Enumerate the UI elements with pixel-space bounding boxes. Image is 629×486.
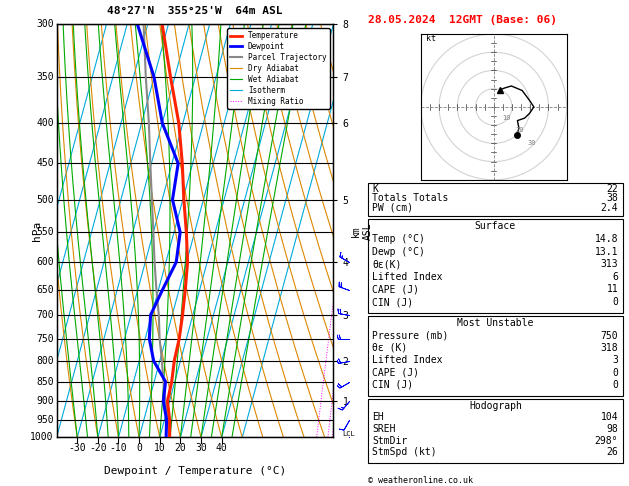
Text: Surface: Surface xyxy=(475,221,516,231)
Text: 48°27'N  355°25'W  64m ASL: 48°27'N 355°25'W 64m ASL xyxy=(107,6,283,16)
Text: 700: 700 xyxy=(36,310,54,320)
Text: SREH: SREH xyxy=(372,424,396,434)
Text: LCL: LCL xyxy=(343,431,355,437)
Text: Totals Totals: Totals Totals xyxy=(372,193,448,203)
Text: 650: 650 xyxy=(36,285,54,295)
Text: 550: 550 xyxy=(36,227,54,237)
Text: 950: 950 xyxy=(36,415,54,425)
Text: Pressure (mb): Pressure (mb) xyxy=(372,330,448,341)
Legend: Temperature, Dewpoint, Parcel Trajectory, Dry Adiabat, Wet Adiabat, Isotherm, Mi: Temperature, Dewpoint, Parcel Trajectory… xyxy=(227,28,330,109)
Text: 0: 0 xyxy=(613,380,618,390)
Text: EH: EH xyxy=(372,412,384,422)
Text: 98: 98 xyxy=(606,424,618,434)
Text: © weatheronline.co.uk: © weatheronline.co.uk xyxy=(368,476,473,486)
Text: θε(K): θε(K) xyxy=(372,259,402,269)
Text: 850: 850 xyxy=(36,377,54,387)
Text: PW (cm): PW (cm) xyxy=(372,203,413,213)
Text: CAPE (J): CAPE (J) xyxy=(372,284,420,295)
Text: 300: 300 xyxy=(36,19,54,29)
Text: θε (K): θε (K) xyxy=(372,343,408,353)
Text: -20: -20 xyxy=(89,443,107,452)
Text: K: K xyxy=(372,184,378,194)
Text: 30: 30 xyxy=(528,140,537,146)
Text: 13.1: 13.1 xyxy=(595,246,618,257)
Text: 0: 0 xyxy=(613,367,618,378)
Text: CIN (J): CIN (J) xyxy=(372,380,413,390)
Text: Lifted Index: Lifted Index xyxy=(372,355,443,365)
Text: -30: -30 xyxy=(69,443,86,452)
Text: 450: 450 xyxy=(36,158,54,169)
Text: CIN (J): CIN (J) xyxy=(372,297,413,307)
Text: 900: 900 xyxy=(36,396,54,406)
Text: 3: 3 xyxy=(613,355,618,365)
Text: CAPE (J): CAPE (J) xyxy=(372,367,420,378)
Text: 38: 38 xyxy=(606,193,618,203)
Text: 800: 800 xyxy=(36,356,54,366)
Text: StmSpd (kt): StmSpd (kt) xyxy=(372,447,437,457)
Text: 14.8: 14.8 xyxy=(595,234,618,244)
Text: 0: 0 xyxy=(613,297,618,307)
Text: Hodograph: Hodograph xyxy=(469,400,522,411)
Text: 0: 0 xyxy=(136,443,142,452)
Text: Temp (°C): Temp (°C) xyxy=(372,234,425,244)
Text: 1000: 1000 xyxy=(30,433,54,442)
Text: 11: 11 xyxy=(606,284,618,295)
Text: kt: kt xyxy=(426,35,437,43)
Text: 600: 600 xyxy=(36,257,54,267)
Text: hPa: hPa xyxy=(32,221,42,241)
Text: 20: 20 xyxy=(515,127,523,134)
Text: 10: 10 xyxy=(154,443,165,452)
Text: 40: 40 xyxy=(216,443,228,452)
Text: 30: 30 xyxy=(195,443,207,452)
Text: StmDir: StmDir xyxy=(372,435,408,446)
Text: 28.05.2024  12GMT (Base: 06): 28.05.2024 12GMT (Base: 06) xyxy=(368,15,557,25)
Text: 22: 22 xyxy=(606,184,618,194)
Text: Most Unstable: Most Unstable xyxy=(457,318,533,329)
Text: Dewpoint / Temperature (°C): Dewpoint / Temperature (°C) xyxy=(104,467,286,476)
Text: 750: 750 xyxy=(36,334,54,344)
Text: Lifted Index: Lifted Index xyxy=(372,272,443,282)
Text: 400: 400 xyxy=(36,118,54,128)
Text: 2.4: 2.4 xyxy=(601,203,618,213)
Text: Dewp (°C): Dewp (°C) xyxy=(372,246,425,257)
Text: 318: 318 xyxy=(601,343,618,353)
Text: 313: 313 xyxy=(601,259,618,269)
Y-axis label: km
ASL: km ASL xyxy=(351,222,372,240)
Text: 750: 750 xyxy=(601,330,618,341)
Text: 26: 26 xyxy=(606,447,618,457)
Text: 10: 10 xyxy=(503,115,511,121)
Text: 104: 104 xyxy=(601,412,618,422)
Text: -10: -10 xyxy=(109,443,127,452)
Text: 20: 20 xyxy=(174,443,186,452)
Text: 6: 6 xyxy=(613,272,618,282)
Text: 500: 500 xyxy=(36,194,54,205)
Text: 298°: 298° xyxy=(595,435,618,446)
Text: 350: 350 xyxy=(36,72,54,82)
